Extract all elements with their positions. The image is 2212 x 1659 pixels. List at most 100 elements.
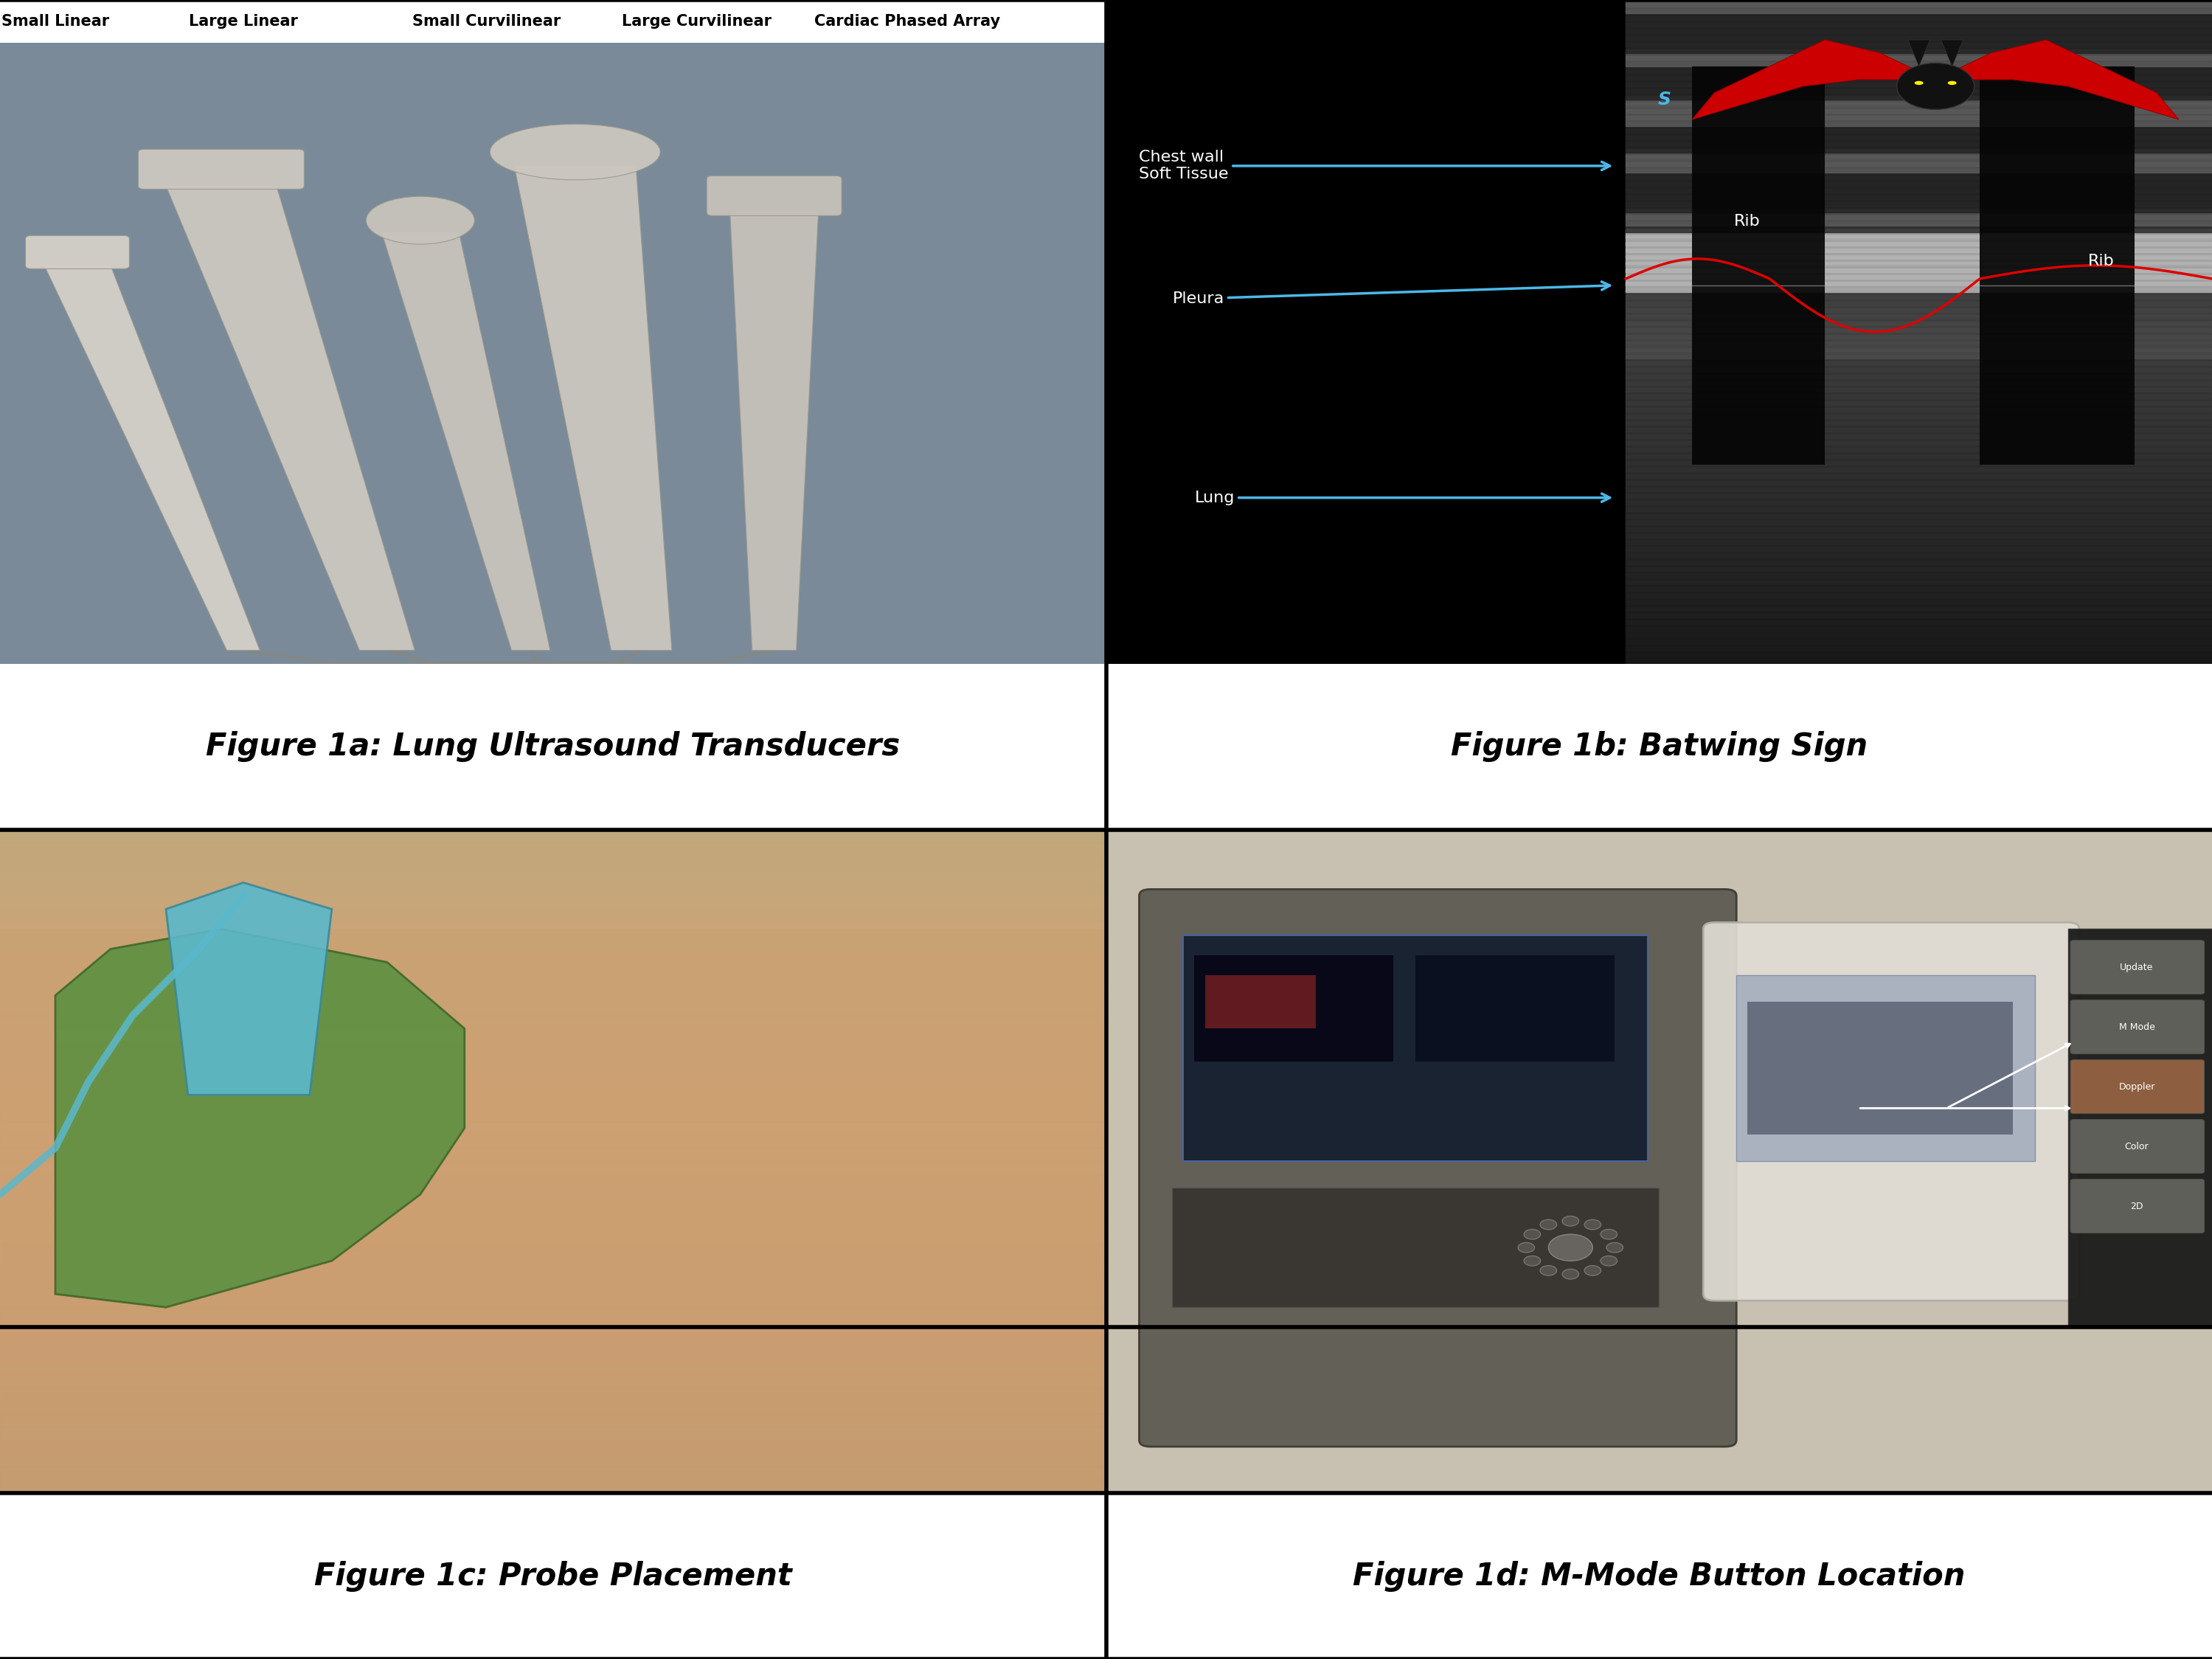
Bar	[1626, 70, 2212, 80]
Text: 2D: 2D	[2130, 1201, 2143, 1211]
Bar	[0, 1347, 1106, 1360]
Ellipse shape	[1540, 1266, 1557, 1276]
Bar	[1626, 448, 2212, 458]
Bar	[1626, 594, 2212, 604]
Bar	[0, 909, 1106, 922]
Bar	[1626, 182, 2212, 192]
Bar	[1626, 375, 2212, 385]
Bar	[1626, 335, 2212, 345]
Bar	[1626, 56, 2212, 66]
Text: Figure 1c: Probe Placement: Figure 1c: Probe Placement	[314, 1561, 792, 1591]
Bar	[1626, 255, 2212, 265]
Bar	[1626, 607, 2212, 617]
Bar	[1626, 508, 2212, 518]
Bar	[1626, 262, 2212, 272]
Polygon shape	[44, 265, 261, 650]
Bar	[1626, 554, 2212, 564]
Bar	[1626, 408, 2212, 418]
Bar	[0, 1334, 1106, 1347]
Bar	[0, 1175, 1106, 1188]
Bar	[0, 869, 1106, 883]
Bar	[1980, 66, 2135, 465]
Bar	[1626, 620, 2212, 630]
Bar	[0, 1400, 1106, 1413]
Bar	[1626, 441, 2212, 451]
Bar	[1626, 348, 2212, 358]
Bar	[1626, 275, 2212, 285]
Bar	[1172, 1188, 1659, 1307]
Bar	[1626, 547, 2212, 557]
Bar	[0, 1161, 1106, 1175]
Bar	[1106, 0, 1626, 664]
Bar	[1626, 514, 2212, 524]
Bar	[1626, 488, 2212, 498]
Bar	[1626, 581, 2212, 591]
Bar	[0, 1281, 1106, 1294]
Text: Cardiac Phased Array: Cardiac Phased Array	[814, 15, 1000, 28]
Bar	[1626, 601, 2212, 611]
Bar	[1626, 36, 2212, 46]
Bar	[0, 1294, 1106, 1307]
Bar	[0, 1002, 1106, 1015]
Bar	[1626, 501, 2212, 511]
Bar	[0, 1029, 1106, 1042]
Bar	[1626, 269, 2212, 279]
Bar	[0, 1121, 1106, 1135]
FancyBboxPatch shape	[706, 176, 841, 216]
Bar	[0, 1068, 1106, 1082]
Ellipse shape	[491, 124, 659, 179]
Bar	[1626, 202, 2212, 212]
Bar	[0, 883, 1106, 896]
Bar	[1626, 421, 2212, 431]
Ellipse shape	[1517, 1243, 1535, 1253]
Bar	[0, 1374, 1106, 1387]
Polygon shape	[166, 883, 332, 1095]
Bar	[1626, 103, 2212, 113]
Bar	[0, 989, 1106, 1002]
Bar	[0, 929, 1106, 1493]
Bar	[1626, 627, 2212, 637]
Bar	[1626, 355, 2212, 365]
Text: Doppler: Doppler	[2119, 1082, 2154, 1092]
Ellipse shape	[1896, 63, 1973, 109]
Bar	[1626, 10, 2212, 20]
Text: Small Curvilinear: Small Curvilinear	[411, 15, 562, 28]
Bar	[1626, 474, 2212, 484]
Bar	[0, 1042, 1106, 1055]
Bar	[1626, 302, 2212, 312]
Ellipse shape	[1584, 1219, 1601, 1229]
Ellipse shape	[1949, 81, 1958, 85]
Bar	[1626, 634, 2212, 644]
Bar	[1626, 567, 2212, 577]
Bar	[0, 1467, 1106, 1480]
Bar	[1626, 388, 2212, 398]
Ellipse shape	[1562, 1216, 1579, 1226]
Bar	[1626, 541, 2212, 551]
Bar	[1626, 209, 2212, 219]
Bar	[0, 1480, 1106, 1493]
Bar	[1626, 435, 2212, 445]
FancyBboxPatch shape	[137, 149, 303, 189]
Bar	[0, 1453, 1106, 1467]
Polygon shape	[1692, 40, 1936, 119]
Bar	[0, 1427, 1106, 1440]
Bar	[1626, 83, 2212, 93]
Text: Figure 1b: Batwing Sign: Figure 1b: Batwing Sign	[1451, 732, 1867, 761]
Bar	[0, 843, 1106, 856]
Bar	[0, 1440, 1106, 1453]
Bar	[1626, 315, 2212, 325]
Polygon shape	[1907, 40, 1929, 66]
FancyBboxPatch shape	[2070, 1060, 2203, 1113]
Bar	[1626, 395, 2212, 405]
FancyBboxPatch shape	[1703, 922, 2079, 1301]
Text: Figure 1a: Lung Ultrasound Transducers: Figure 1a: Lung Ultrasound Transducers	[206, 732, 900, 761]
Bar	[1626, 149, 2212, 159]
Bar	[1626, 76, 2212, 86]
Ellipse shape	[1524, 1256, 1540, 1266]
Polygon shape	[513, 166, 672, 650]
Bar	[0, 975, 1106, 989]
Bar	[1626, 156, 2212, 166]
Bar	[0, 1360, 1106, 1374]
Text: Chest wall
Soft Tissue: Chest wall Soft Tissue	[1139, 149, 1610, 182]
Bar	[1626, 481, 2212, 491]
